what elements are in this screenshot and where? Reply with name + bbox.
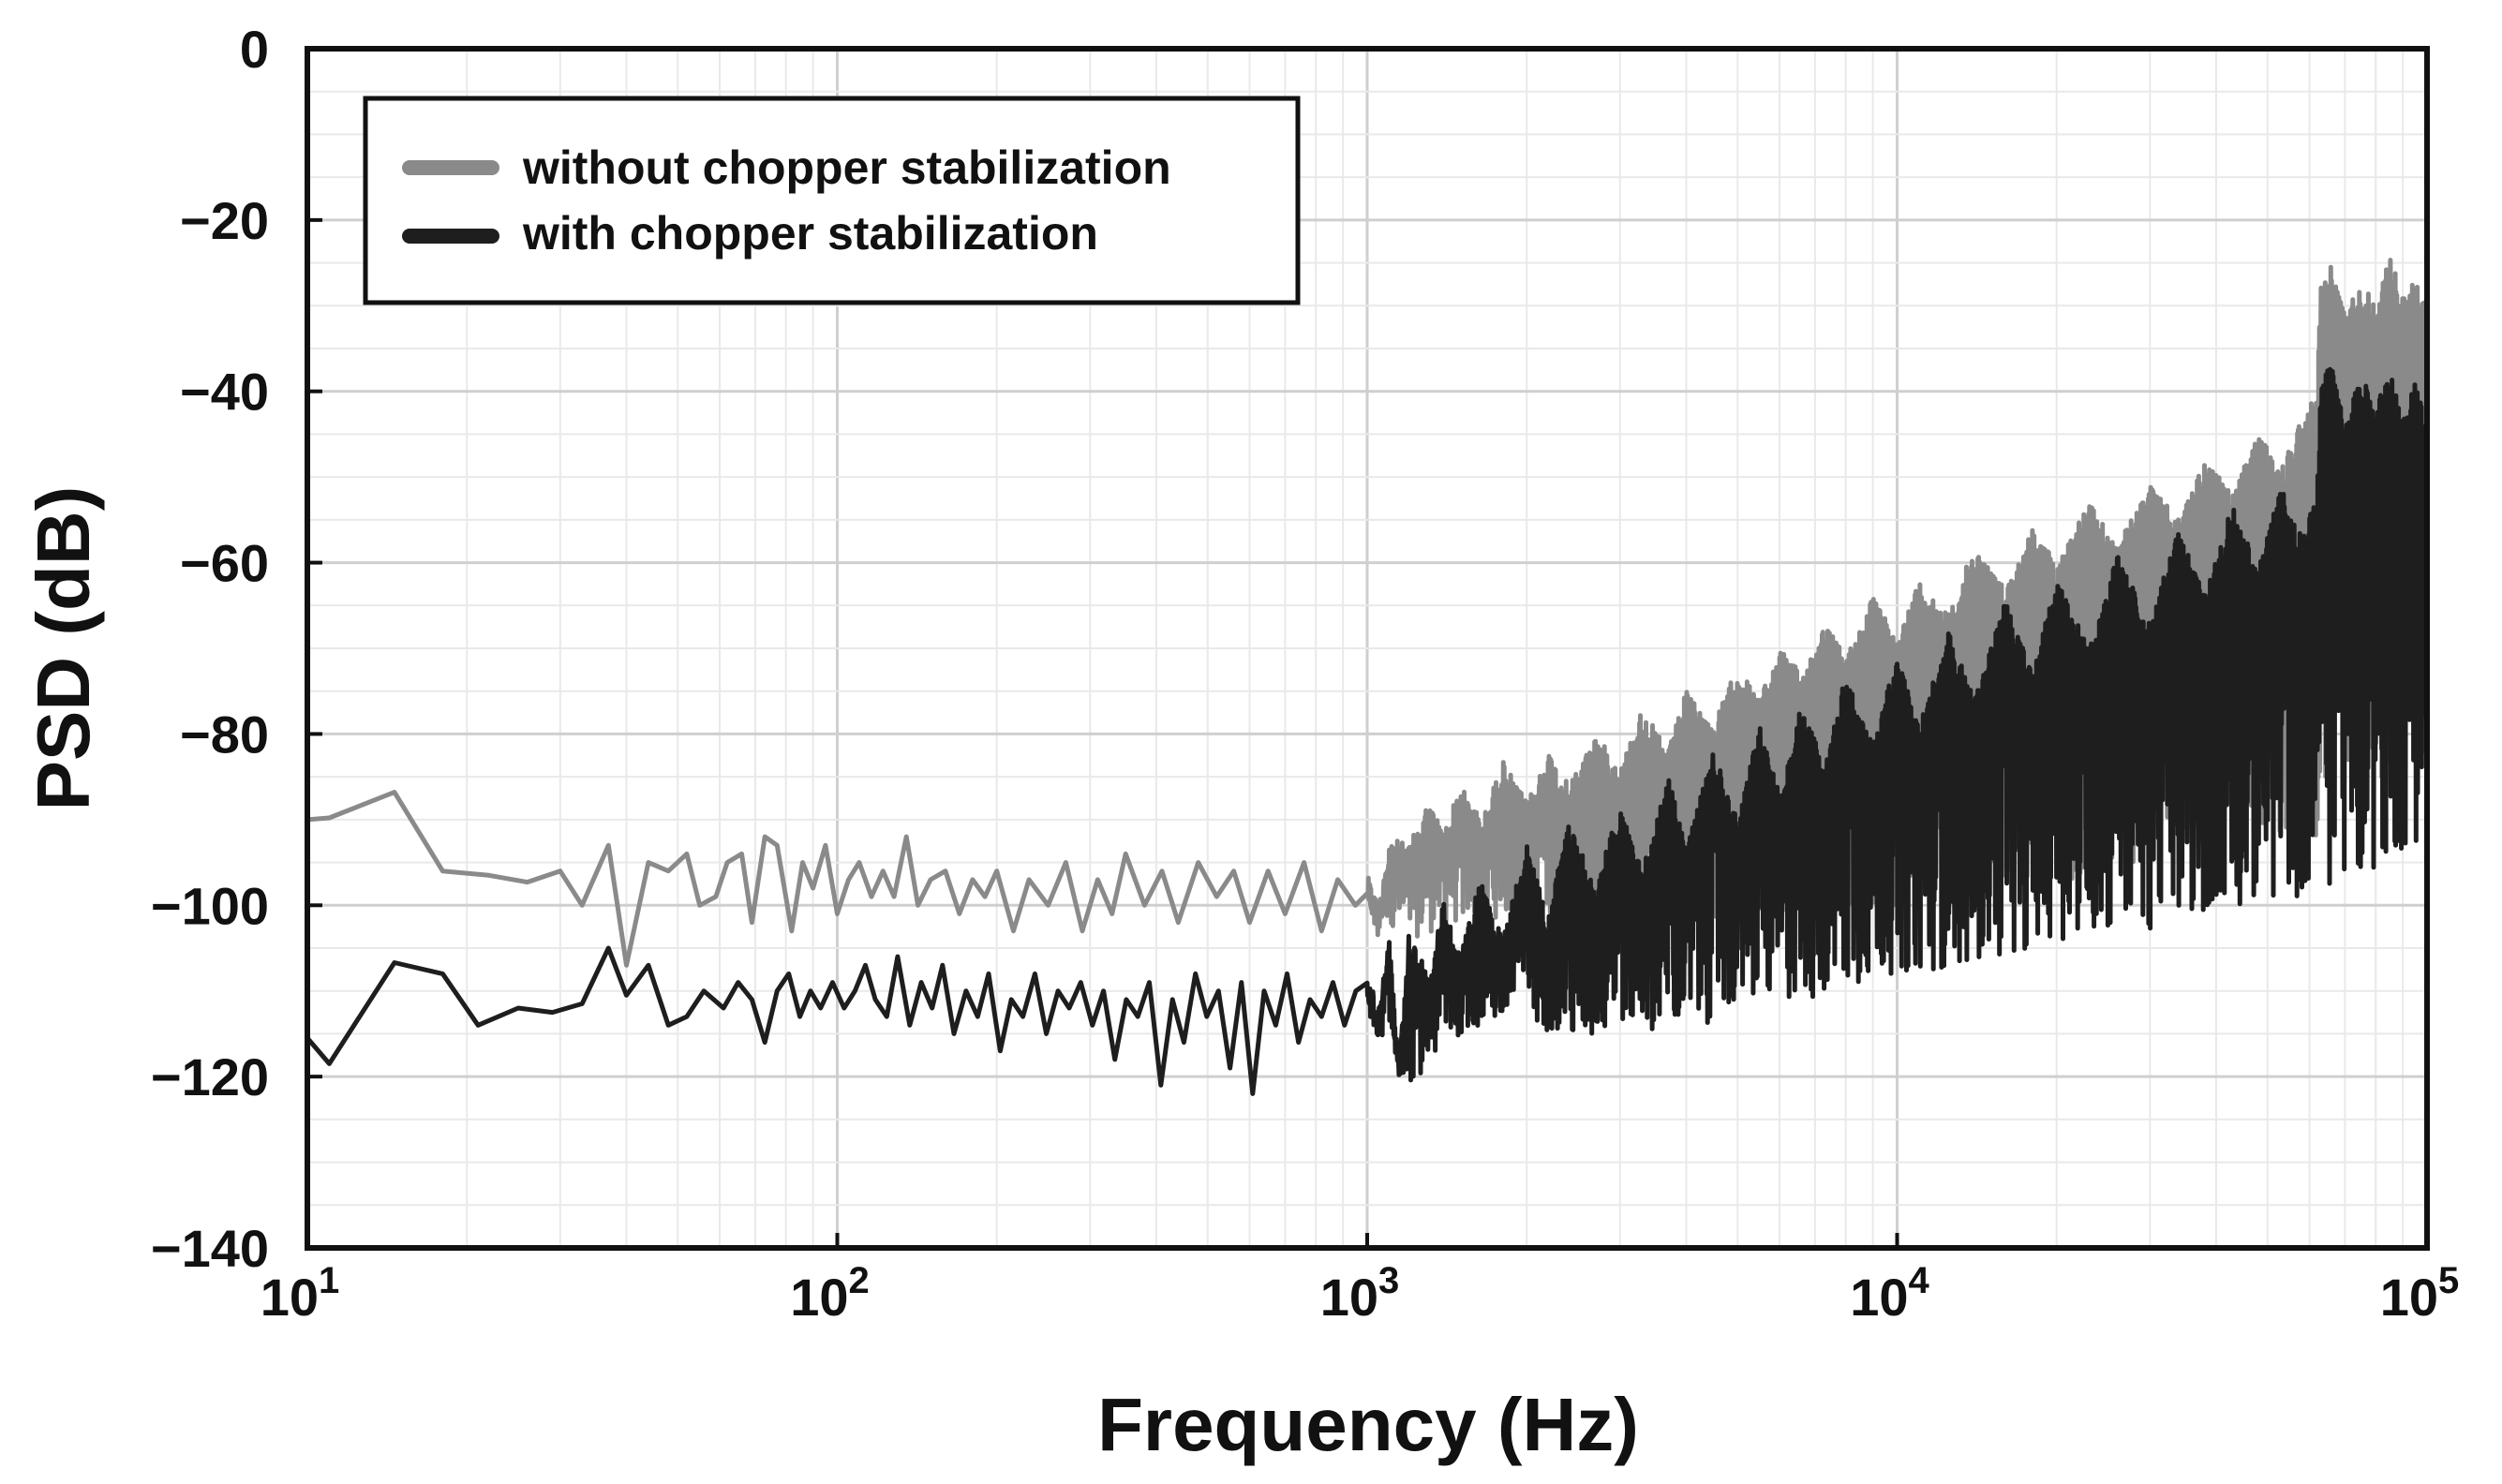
x-tick-label: 103 <box>1320 1260 1400 1327</box>
x-axis-title: Frequency (Hz) <box>1097 1383 1639 1466</box>
x-axis-ticks: 101 102 103 104 105 <box>261 1233 2460 1327</box>
series-with-chopper <box>307 366 2427 1096</box>
y-tick-label: −20 <box>180 191 269 250</box>
legend: without chopper stabilization with chopp… <box>363 96 1301 305</box>
legend-box <box>363 96 1301 305</box>
y-tick-label: −80 <box>180 705 269 764</box>
y-tick-label: −120 <box>151 1047 269 1106</box>
legend-label-with: with chopper stabilization <box>522 207 1098 260</box>
x-tick-label: 102 <box>790 1260 870 1327</box>
legend-label-without: without chopper stabilization <box>522 141 1171 194</box>
series-layer <box>307 258 2427 1096</box>
y-tick-label: 0 <box>240 20 269 79</box>
y-tick-label: −60 <box>180 534 269 593</box>
x-tick-label: 101 <box>261 1260 340 1327</box>
y-tick-label: −100 <box>151 876 269 935</box>
x-tick-label: 104 <box>1850 1260 1929 1327</box>
x-tick-label: 105 <box>2380 1260 2460 1327</box>
y-axis-ticks: 0 −20 −40 −60 −80 −100 −120 −140 <box>151 20 322 1278</box>
y-axis-title: PSD (dB) <box>22 486 105 811</box>
y-tick-label: −40 <box>180 363 269 422</box>
y-tick-label: −140 <box>151 1219 269 1278</box>
